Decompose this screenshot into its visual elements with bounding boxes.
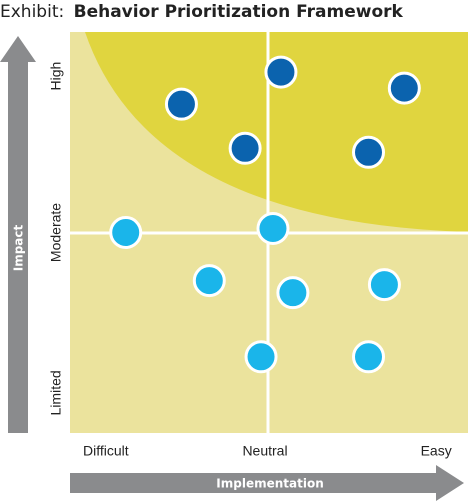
point	[352, 135, 385, 169]
point	[264, 55, 298, 89]
point	[244, 340, 278, 374]
y-axis-label: Impact	[12, 224, 26, 271]
y-tick-label: Moderate	[48, 203, 64, 262]
x-tick-label: Difficult	[83, 443, 129, 459]
point	[192, 264, 226, 298]
point	[387, 71, 421, 105]
point	[276, 276, 310, 310]
y-tick-label: Limited	[48, 370, 64, 415]
y-tick-label: High	[48, 62, 64, 91]
x-axis-label: Implementation	[216, 477, 323, 491]
exhibit-label: Exhibit:	[0, 2, 64, 22]
x-tick-label: Neutral	[242, 443, 287, 459]
point	[228, 131, 262, 165]
x-arrow	[70, 465, 464, 501]
point	[367, 268, 401, 302]
priority-zone	[85, 32, 468, 232]
point	[352, 340, 385, 374]
x-tick-label: Easy	[421, 443, 452, 459]
y-arrow	[0, 36, 36, 433]
point	[109, 216, 143, 249]
chart-title: Behavior Prioritization Framework	[74, 2, 404, 22]
point	[256, 211, 290, 245]
point	[164, 87, 198, 121]
title: Exhibit: Behavior Prioritization Framewo…	[0, 2, 404, 22]
